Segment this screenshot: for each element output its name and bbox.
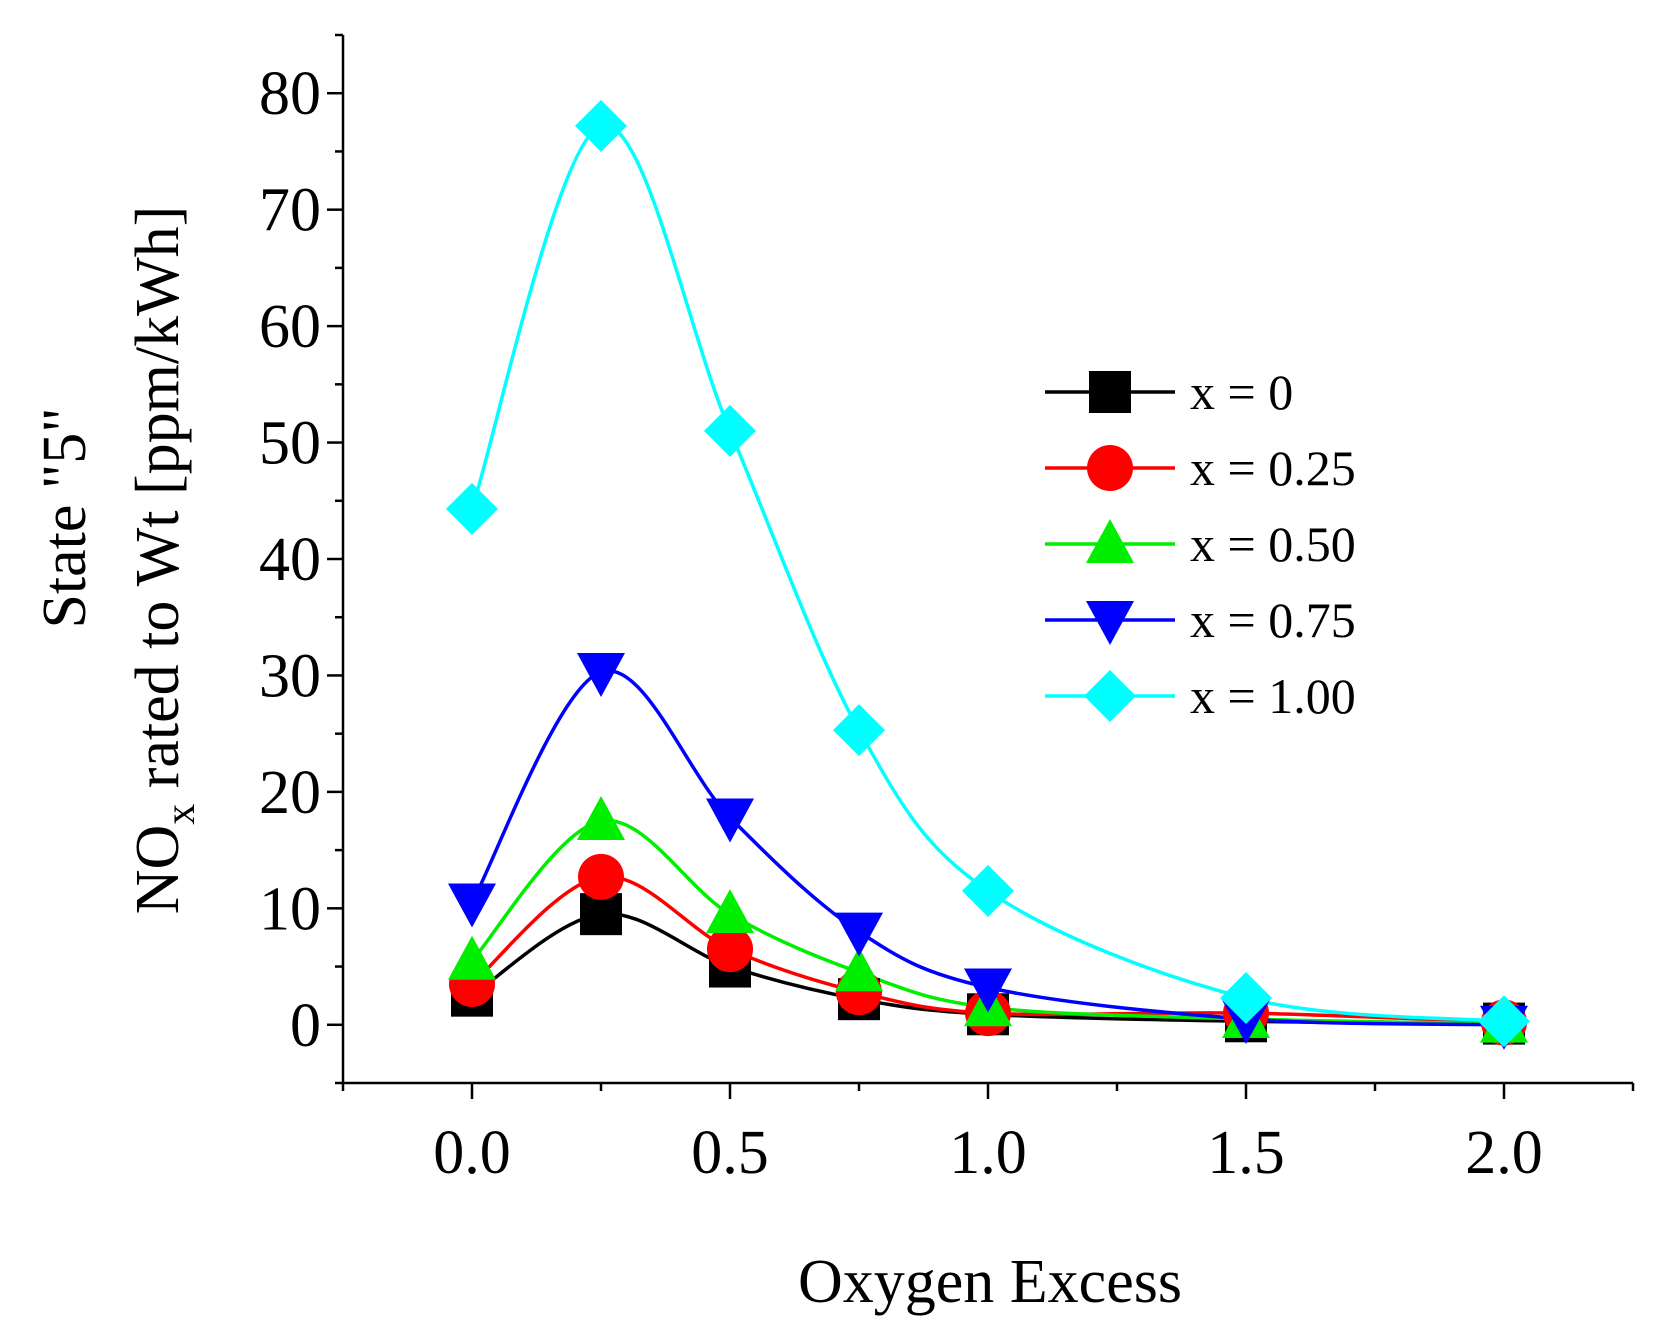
data-point-series-2: [835, 947, 883, 992]
y-axis-title-subscript: x: [158, 804, 204, 825]
y-tick-label: 80: [259, 60, 321, 128]
data-point-series-4: [833, 704, 885, 757]
legend-label: x = 0.50: [1190, 516, 1356, 572]
x-tick-label: 2.0: [1465, 1119, 1543, 1187]
y-axis-title-no: NO: [124, 825, 192, 915]
legend: x = 0 x = 0.25 x = 0.50 x = 0.75 x = 1.00: [1045, 364, 1356, 724]
data-point-series-3: [835, 912, 883, 957]
legend-label: x = 0: [1190, 364, 1293, 420]
y-tick-label: 60: [259, 293, 321, 361]
x-tick-label: 1.5: [1207, 1119, 1285, 1187]
series-markers: [446, 99, 1530, 1050]
y-axis-title-line2-group: NOx rated to Wt [ppm/kWh]: [124, 206, 204, 915]
y-tick-label: 0: [290, 992, 321, 1060]
y-axis-title-line2: NOx rated to Wt [ppm/kWh]: [124, 206, 204, 915]
data-point-series-4: [446, 482, 498, 535]
data-point-series-4: [704, 404, 756, 457]
legend-marker: [1087, 445, 1133, 491]
axes: 0 10 20 30 40 50 60 70 80 0.0 0.5 1.0 1.5 2.0: [259, 33, 1635, 1187]
legend-marker: [1084, 670, 1136, 722]
y-ticks: 0 10 20 30 40 50 60 70 80: [259, 33, 343, 1085]
data-point-series-2: [577, 796, 625, 840]
data-point-series-4: [1478, 995, 1530, 1048]
x-ticks: 0.0 0.5 1.0 1.5 2.0: [341, 1083, 1635, 1187]
legend-label: x = 1.00: [1190, 668, 1356, 724]
legend-marker: [1086, 601, 1134, 645]
data-point-series-4: [1220, 971, 1272, 1024]
data-point-series-3: [964, 968, 1012, 1013]
data-point-series-2: [448, 935, 496, 980]
data-point-series-3: [706, 798, 754, 843]
x-tick-label: 0.5: [691, 1119, 769, 1187]
y-axis-title-group: State "5": [31, 407, 99, 628]
data-point-series-2: [706, 889, 754, 934]
legend-marker: [1086, 519, 1134, 563]
y-tick-label: 20: [259, 759, 321, 827]
data-point-series-1: [707, 926, 753, 973]
x-axis-title: Oxygen Excess: [798, 1248, 1182, 1316]
legend-label: x = 0.75: [1190, 592, 1356, 648]
data-point-series-0: [580, 893, 622, 936]
legend-label: x = 0.25: [1190, 440, 1356, 496]
data-point-series-4: [962, 864, 1014, 917]
y-tick-label: 30: [259, 642, 321, 710]
y-tick-label: 50: [259, 410, 321, 478]
y-axis-title-rest: rated to Wt [ppm/kWh]: [124, 206, 192, 804]
data-point-series-3: [448, 883, 496, 928]
data-point-series-4: [575, 99, 627, 152]
y-tick-label: 70: [259, 177, 321, 245]
data-point-series-3: [577, 652, 625, 697]
legend-marker: [1089, 371, 1131, 413]
x-tick-label: 0.0: [433, 1119, 511, 1187]
y-axis-title-line1: State "5": [31, 407, 99, 628]
x-tick-label: 1.0: [949, 1119, 1027, 1187]
data-point-series-1: [578, 853, 624, 900]
y-tick-label: 10: [259, 875, 321, 943]
y-tick-label: 40: [259, 526, 321, 594]
